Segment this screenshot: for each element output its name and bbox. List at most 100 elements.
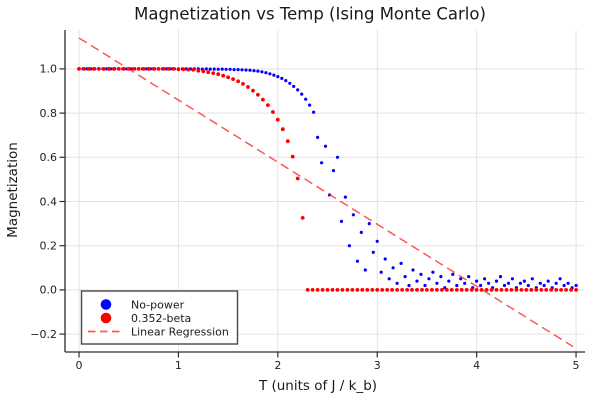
data-point	[288, 81, 292, 85]
data-point	[431, 270, 435, 274]
data-point	[509, 288, 514, 292]
data-point	[308, 103, 312, 107]
data-point	[146, 67, 151, 71]
data-point	[290, 154, 295, 159]
data-point	[92, 67, 96, 71]
data-point	[251, 88, 255, 93]
axes-layer: 0 1 2 3 4 5 −0.2 0.0 0.2 0.4 0.6 0.8 1.0	[30, 30, 585, 372]
data-point	[141, 67, 146, 71]
data-point	[320, 288, 325, 292]
data-point	[370, 288, 375, 292]
chart-title: Magnetization vs Temp (Ising Monte Carlo…	[134, 5, 486, 24]
data-point	[455, 283, 459, 288]
data-point	[176, 67, 181, 72]
data-point	[335, 155, 340, 159]
data-point	[423, 283, 427, 288]
data-point	[399, 261, 403, 265]
data-point	[499, 288, 504, 292]
data-point	[489, 288, 494, 292]
data-point	[350, 288, 355, 292]
data-point	[415, 288, 419, 292]
data-point	[221, 73, 226, 78]
data-point	[483, 277, 487, 281]
data-point	[360, 288, 365, 292]
data-point	[248, 68, 252, 72]
legend: No-power 0.352-beta Linear Regression	[80, 290, 239, 345]
data-point	[292, 84, 296, 88]
data-point	[275, 117, 280, 122]
data-point	[304, 97, 308, 101]
data-point	[208, 67, 212, 71]
data-point	[355, 259, 359, 263]
data-point	[87, 67, 91, 71]
data-point	[549, 288, 554, 292]
data-point	[410, 288, 414, 292]
data-point	[518, 281, 523, 285]
data-point	[351, 213, 355, 217]
data-point	[522, 279, 527, 283]
data-point	[469, 288, 474, 292]
data-point	[166, 67, 171, 71]
data-point	[554, 281, 558, 285]
x-tick-label-1: 1	[175, 359, 182, 372]
grid-layer	[65, 30, 585, 352]
data-point	[371, 250, 375, 254]
data-point	[487, 281, 491, 285]
data-point	[464, 288, 469, 292]
data-point	[285, 139, 290, 144]
data-point	[510, 277, 514, 281]
data-point	[252, 69, 256, 73]
data-point	[539, 288, 544, 292]
data-point	[330, 288, 335, 292]
data-point	[479, 283, 483, 288]
data-point	[538, 281, 542, 285]
data-point	[375, 288, 380, 292]
series-points-no-power	[77, 67, 578, 290]
y-tick-label-0: −0.2	[30, 328, 57, 341]
legend-label-no-power: No-power	[131, 299, 185, 312]
data-point	[191, 67, 196, 72]
data-point	[574, 283, 578, 288]
data-point	[232, 68, 236, 72]
data-point	[400, 288, 404, 292]
data-point	[280, 76, 284, 80]
data-point	[380, 288, 385, 292]
x-tick-label-0: 0	[76, 359, 83, 372]
data-point	[236, 79, 241, 84]
data-point	[196, 68, 201, 73]
data-point	[111, 67, 116, 71]
data-point	[407, 283, 411, 288]
data-point	[498, 275, 503, 279]
data-point	[240, 68, 244, 72]
legend-label-beta: 0.352-beta	[131, 312, 191, 325]
data-point	[300, 92, 304, 96]
data-point	[244, 68, 248, 72]
data-point	[156, 67, 161, 71]
data-point	[204, 67, 208, 71]
y-tick-label-4: 0.6	[40, 151, 58, 164]
y-tick-label-1: 0.0	[40, 284, 58, 297]
data-point	[359, 230, 363, 234]
data-point	[216, 67, 220, 71]
data-point	[546, 279, 550, 283]
data-point	[305, 288, 310, 292]
data-point	[181, 67, 186, 72]
data-point	[467, 275, 471, 279]
legend-label-regression: Linear Regression	[131, 326, 229, 339]
data-point	[102, 67, 106, 71]
data-point	[463, 281, 467, 285]
data-point	[574, 288, 578, 292]
data-point	[201, 69, 206, 74]
data-point	[564, 288, 568, 292]
data-point	[440, 288, 444, 292]
data-point	[506, 281, 511, 285]
data-point	[312, 110, 316, 114]
data-point	[136, 67, 141, 71]
data-point	[395, 281, 399, 285]
data-point	[226, 75, 231, 80]
data-point	[171, 67, 176, 71]
y-tick-label-2: 0.2	[40, 239, 58, 252]
data-point	[106, 67, 111, 71]
